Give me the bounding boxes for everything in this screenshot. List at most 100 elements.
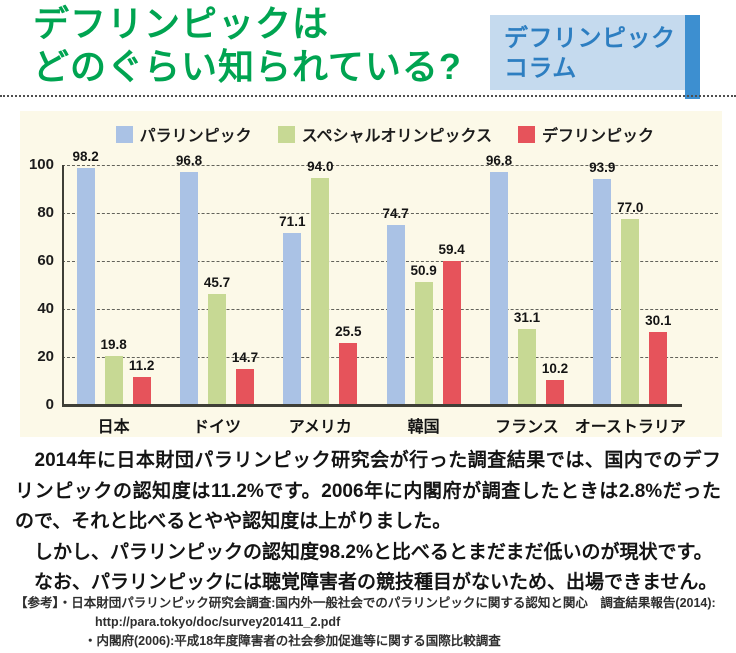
paragraph: 2014年に日本財団パラリンピック研究会が行った調査結果では、国内でのデフリンピ…	[15, 450, 721, 532]
bar-slot: 31.1	[514, 310, 540, 404]
bar	[386, 224, 405, 404]
bar-group: 96.8 31.1 10.2	[486, 153, 568, 404]
bar	[132, 377, 151, 404]
bar-group: 71.1 94.0 25.5	[279, 159, 361, 404]
bar-slot: 96.8	[486, 153, 512, 404]
x-category-label: アメリカ	[288, 419, 352, 436]
bar-value-label: 10.2	[541, 360, 569, 376]
x-category-label: ドイツ	[192, 419, 241, 436]
x-category-label: フランス	[495, 419, 559, 436]
bar-value-label: 59.4	[438, 242, 465, 258]
bar-value-label: 45.7	[203, 275, 231, 291]
bar	[489, 171, 508, 404]
gridline	[62, 213, 718, 214]
bar-value-label: 93.9	[589, 159, 616, 175]
x-category-label: 韓国	[407, 419, 440, 436]
bar	[235, 368, 254, 404]
reference-line: 【参考】・日本財団パラリンピック研究会調査:国内外一般社会でのパラリンピックに関…	[15, 596, 716, 610]
legend-swatch	[517, 125, 535, 143]
legend-item: パラリンピック	[115, 122, 252, 146]
bar	[621, 219, 640, 404]
bar-slot: 94.0	[307, 159, 333, 404]
y-axis-line	[62, 165, 64, 405]
paragraph: なお、パラリンピックには聴覚障害者の競技種目がないため、出場できません。	[15, 572, 718, 593]
y-tick-label: 60	[37, 252, 54, 269]
bar-slot: 93.9	[589, 160, 615, 404]
bar-slot: 30.1	[645, 313, 671, 404]
x-category-label: 日本	[97, 419, 130, 436]
bar-slot: 14.7	[232, 350, 258, 404]
y-tick-label: 20	[37, 348, 54, 365]
bar-value-label: 30.1	[645, 312, 672, 328]
bar-value-label: 98.2	[72, 149, 99, 165]
page-title-line-2: どのぐらい知られている?	[33, 46, 462, 87]
x-axis-labels: 日本 ドイツ アメリカ 韓国 フランス オーストラリア	[62, 413, 686, 437]
bar-slot: 19.8	[101, 337, 127, 404]
bar-group: 74.7 50.9 59.4	[383, 206, 465, 404]
bar-slot: 59.4	[439, 242, 465, 404]
y-tick-label: 80	[37, 204, 54, 221]
bar-slot: 10.2	[542, 361, 568, 404]
bar	[517, 329, 536, 404]
legend-item: スペシャルオリンピックス	[277, 122, 492, 146]
bar-value-label: 19.8	[100, 337, 127, 353]
bar-slot: 74.7	[383, 206, 409, 404]
bar	[311, 178, 330, 404]
x-axis-baseline	[62, 404, 682, 407]
page-title-line-1: デフリンピックは	[33, 3, 330, 44]
bar-slot: 50.9	[411, 263, 437, 404]
bar-value-label: 25.5	[335, 323, 362, 339]
bar-group: 93.9 77.0 30.1	[589, 160, 671, 404]
legend-swatch	[277, 125, 295, 143]
y-tick-label: 40	[37, 300, 54, 317]
gridline	[62, 165, 718, 166]
references: 【参考】・日本財団パラリンピック研究会調査:国内外一般社会でのパラリンピックに関…	[15, 594, 725, 651]
chart-legend: パラリンピック スペシャルオリンピックス デフリンピック	[115, 122, 654, 146]
bar	[339, 342, 358, 404]
bar-value-label: 74.7	[382, 205, 409, 221]
body-text: 2014年に日本財団パラリンピック研究会が行った調査結果では、国内でのデフリンピ…	[0, 446, 736, 599]
paragraph: しかし、パラリンピックの認知度98.2%と比べるとまだまだ低いのが現状です。	[15, 541, 713, 563]
bar-slot: 77.0	[617, 200, 643, 404]
bar	[593, 178, 612, 404]
page-title: デフリンピックは どのぐらい知られている?	[33, 2, 462, 88]
bar-slot: 98.2	[73, 149, 99, 404]
legend-item-label: スペシャルオリンピックス	[301, 128, 492, 145]
bar	[545, 379, 564, 404]
legend-item: デフリンピック	[517, 122, 654, 146]
bar-groups: 98.2 19.8 11.2 96.8 45.7 14.7 71.1 94.0 25.5 74.7…	[62, 149, 682, 404]
bar-group: 98.2 19.8 11.2	[73, 149, 154, 404]
column-badge: デフリンピック コラム	[490, 15, 700, 99]
bar	[179, 171, 198, 404]
bar-value-label: 77.0	[617, 200, 644, 216]
bar-slot: 11.2	[129, 358, 154, 404]
bar-value-label: 96.8	[485, 152, 513, 168]
y-tick-label: 0	[45, 396, 54, 413]
bar-slot: 71.1	[279, 214, 305, 404]
bar-value-label: 71.1	[279, 214, 306, 230]
bar	[283, 233, 302, 404]
legend-item-label: パラリンピック	[139, 128, 252, 145]
legend-item-label: デフリンピック	[541, 128, 654, 145]
bar-value-label: 14.7	[231, 349, 259, 365]
bar-slot: 25.5	[335, 324, 361, 404]
bar	[76, 168, 95, 404]
bar	[104, 356, 123, 404]
dotted-divider	[0, 95, 736, 97]
badge-accent-bar	[685, 15, 700, 99]
bar-value-label: 96.8	[175, 152, 203, 168]
bar-group: 96.8 45.7 14.7	[176, 153, 258, 404]
x-category-label: オーストラリア	[574, 419, 686, 436]
legend-swatch	[115, 125, 133, 143]
bar	[414, 281, 433, 404]
bar-value-label: 11.2	[128, 358, 155, 374]
column-badge-text: デフリンピック コラム	[490, 15, 685, 84]
column-badge-line-1: デフリンピック	[504, 25, 676, 52]
plot-area: 98.2 19.8 11.2 96.8 45.7 14.7 71.1 94.0 25.5 74.7…	[62, 149, 718, 407]
column-badge-line-2: コラム	[504, 55, 577, 82]
bar	[207, 294, 226, 404]
bar-value-label: 31.1	[513, 310, 541, 326]
bar	[649, 331, 668, 404]
bar-slot: 45.7	[204, 275, 230, 404]
bar	[442, 261, 461, 404]
